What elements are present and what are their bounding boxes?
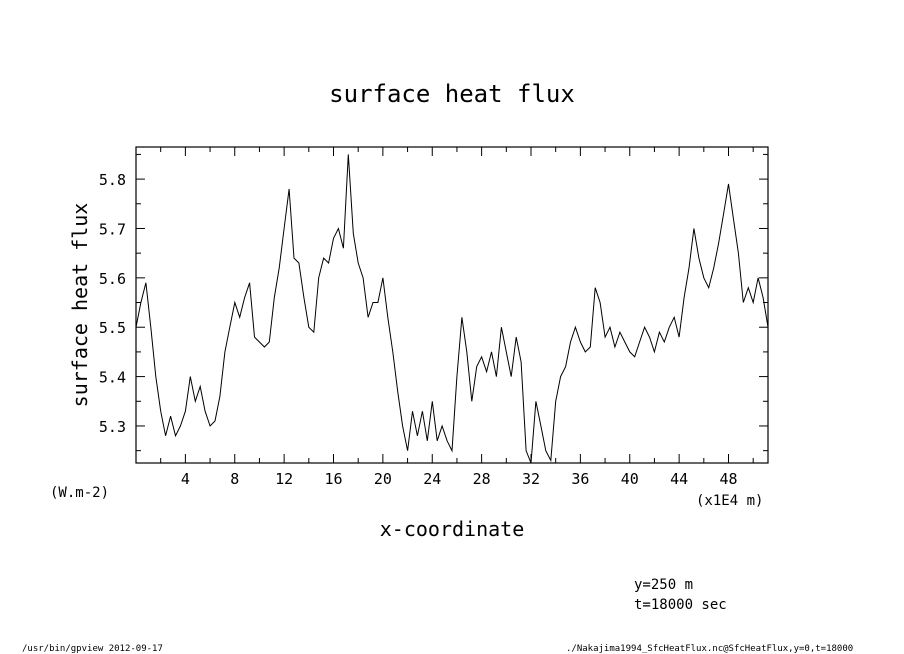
plot-frame xyxy=(135,146,769,464)
y-axis-label: surface heat flux xyxy=(68,203,92,408)
y-tick-label: 5.5 xyxy=(99,319,126,337)
x-axis-unit: (x1E4 m) xyxy=(696,493,763,509)
x-tick-label: 32 xyxy=(522,470,540,488)
y-tick-label: 5.8 xyxy=(99,171,126,189)
x-tick-labels: 4 8 12 16 20 24 28 32 36 40 44 48 xyxy=(181,470,738,488)
series-line xyxy=(135,154,769,464)
x-tick-label: 24 xyxy=(423,470,441,488)
x-tick-label: 48 xyxy=(719,470,737,488)
chart-title: surface heat flux xyxy=(329,80,575,108)
y-tick-labels: 5.3 5.4 5.5 5.6 5.7 5.8 xyxy=(99,171,126,436)
x-tick-label: 28 xyxy=(473,470,491,488)
y-axis-unit: (W.m-2) xyxy=(50,485,109,501)
x-tick-label: 40 xyxy=(621,470,639,488)
x-tick-label: 20 xyxy=(374,470,392,488)
footer-right: ./Nakajima1994_SfcHeatFlux.nc@SfcHeatFlu… xyxy=(566,644,853,654)
x-tick-label: 44 xyxy=(670,470,688,488)
x-tick-label: 4 xyxy=(181,470,190,488)
y-tick-label: 5.6 xyxy=(99,270,126,288)
position-note: y=250 m xyxy=(634,577,693,593)
x-tick-label: 16 xyxy=(324,470,342,488)
y-tick-label: 5.7 xyxy=(99,220,126,238)
y-tick-label: 5.3 xyxy=(99,418,126,436)
x-axis-label: x-coordinate xyxy=(380,517,525,541)
x-tick-label: 36 xyxy=(571,470,589,488)
axis-ticks xyxy=(136,147,768,463)
footer-left: /usr/bin/gpview 2012-09-17 xyxy=(22,644,163,654)
x-tick-label: 12 xyxy=(275,470,293,488)
time-note: t=18000 sec xyxy=(634,597,727,613)
x-tick-label: 8 xyxy=(230,470,239,488)
y-tick-label: 5.4 xyxy=(99,369,126,387)
